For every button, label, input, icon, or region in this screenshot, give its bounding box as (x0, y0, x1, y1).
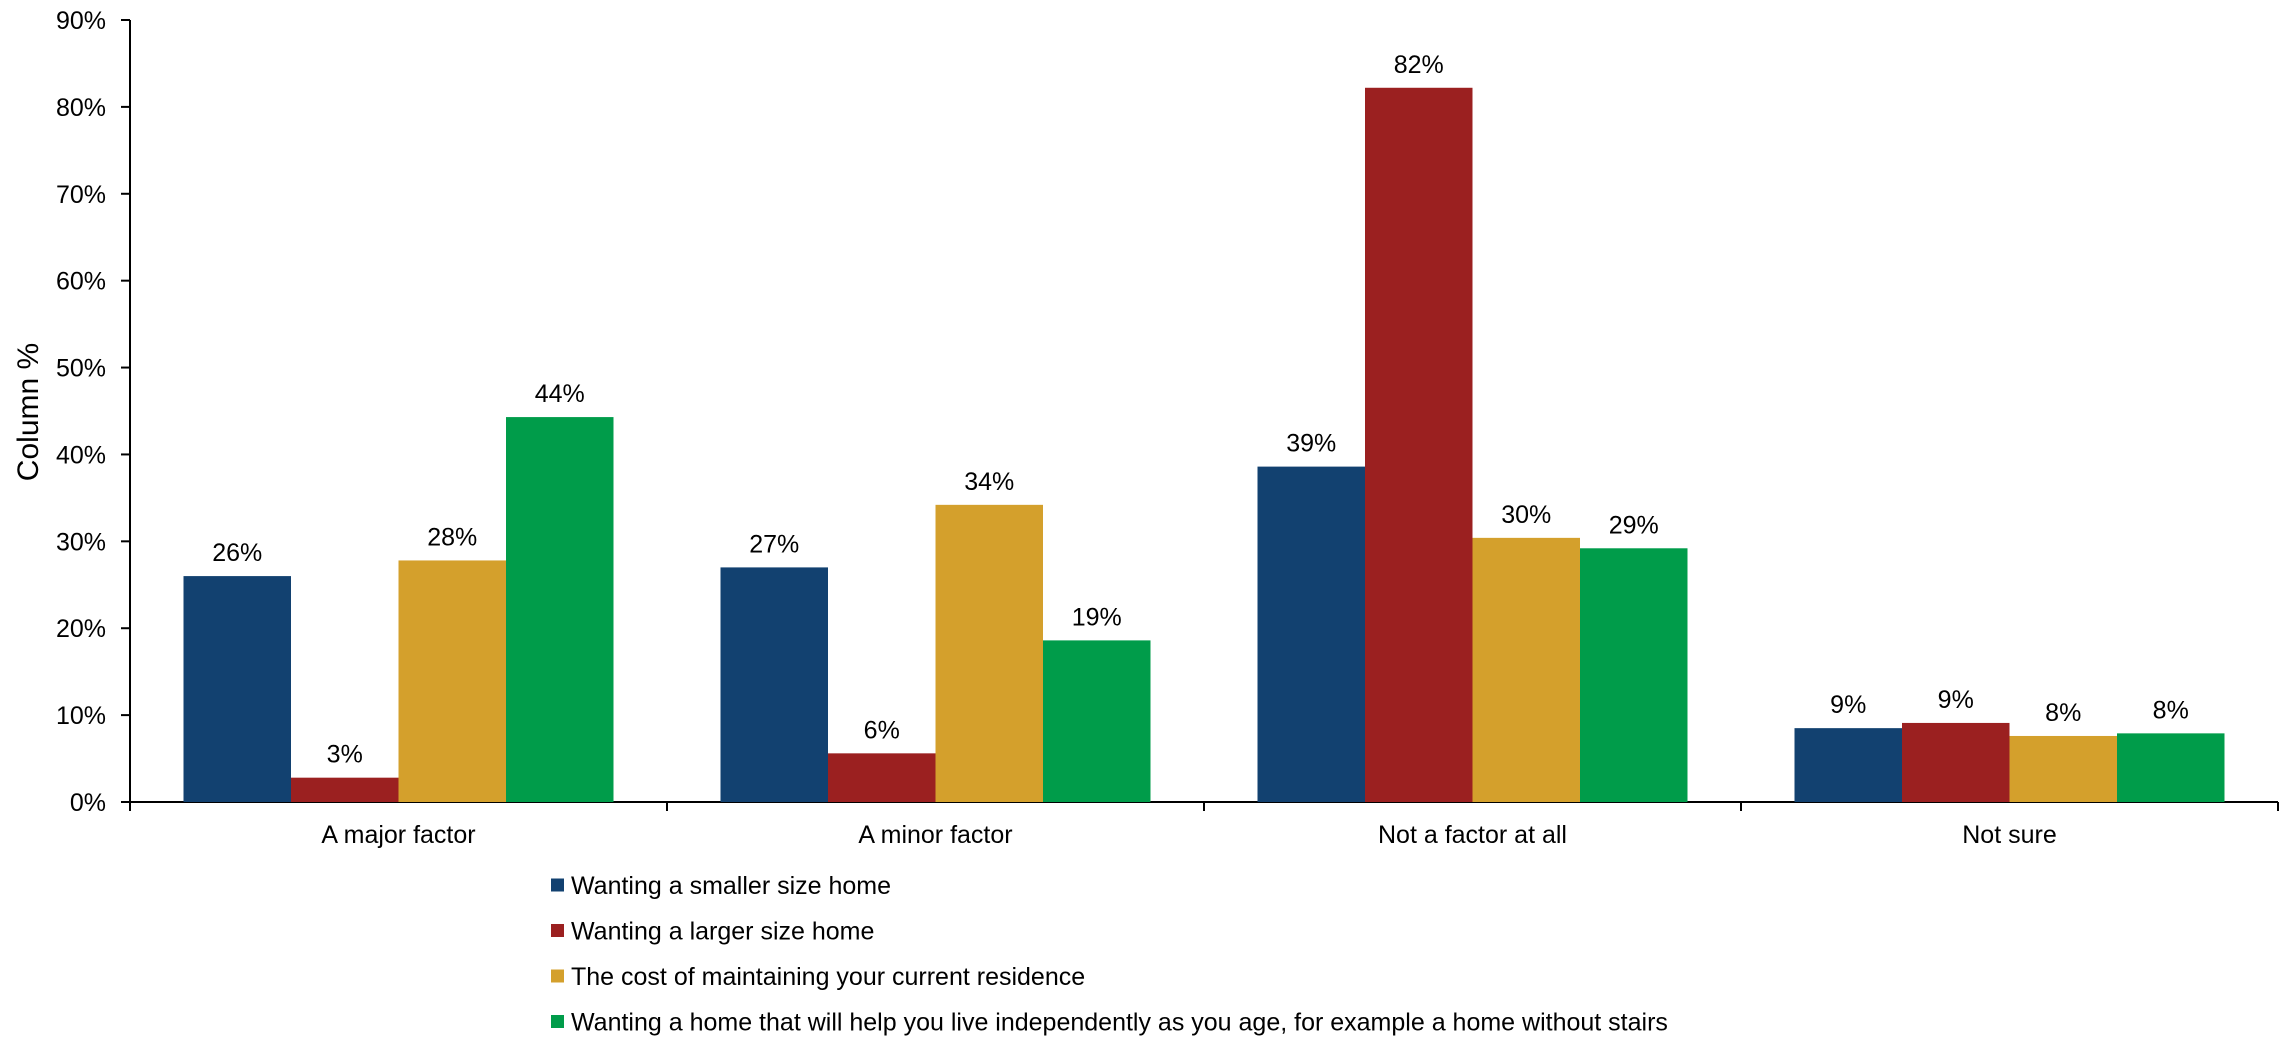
data-label: 39% (1286, 430, 1336, 458)
data-label: 27% (749, 530, 799, 558)
bar (1257, 466, 1365, 802)
legend-label: Wanting a smaller size home (571, 872, 891, 900)
legend: Wanting a smaller size home Wanting a lar… (551, 872, 1668, 1037)
bar (506, 417, 614, 802)
bars-group (183, 87, 2225, 803)
data-label: 26% (212, 539, 262, 567)
data-label: 30% (1501, 501, 1551, 529)
y-tick-label: 70% (56, 181, 106, 209)
y-tick-label: 30% (56, 528, 106, 556)
bar (1043, 640, 1151, 802)
legend-label: Wanting a home that will help you live i… (571, 1009, 1668, 1037)
legend-swatch (551, 1015, 564, 1028)
data-label: 28% (427, 523, 477, 551)
x-tick-label: A minor factor (858, 821, 1012, 849)
data-label: 19% (1072, 603, 1122, 631)
y-tick-label: 0% (70, 789, 106, 817)
data-label: 44% (535, 380, 585, 408)
bar (398, 560, 506, 802)
data-label: 34% (964, 468, 1014, 496)
bar (1902, 722, 2010, 802)
legend-swatch (551, 878, 564, 892)
data-labels-group: 26% 3% 28% 44% 27% 6% 34% 19% 39% 82% 30% 29% 9% 9% 8%… (212, 51, 2189, 769)
bar (2009, 735, 2117, 802)
data-label: 8% (2153, 696, 2189, 724)
y-tick-label: 20% (56, 615, 106, 643)
y-axis-title: Column % (12, 343, 45, 481)
y-tick-label: 10% (56, 702, 106, 730)
y-tick-label: 40% (56, 441, 106, 469)
legend-swatch (551, 969, 564, 983)
x-tick-label: A major factor (321, 821, 475, 849)
bar (2117, 733, 2225, 802)
data-label: 82% (1394, 51, 1444, 79)
data-label: 9% (1830, 691, 1866, 719)
bar (291, 777, 399, 802)
axes-group: 0% 10% 20% 30% 40% 50% 60% 70% 80% 90% A major fac… (56, 7, 2279, 849)
y-tick-label: 50% (56, 355, 106, 383)
bar (1365, 87, 1473, 803)
data-label: 29% (1609, 511, 1659, 539)
bar (828, 753, 936, 802)
bar (720, 567, 828, 802)
data-label: 6% (864, 716, 900, 744)
data-label: 9% (1938, 686, 1974, 714)
bar (1794, 728, 1902, 802)
x-tick-label: Not a factor at all (1378, 821, 1567, 849)
legend-label: The cost of maintaining your current res… (571, 963, 1085, 991)
data-label: 3% (327, 741, 363, 769)
bar (183, 576, 291, 802)
y-tick-label: 60% (56, 268, 106, 296)
y-tick-label: 80% (56, 94, 106, 122)
y-tick-label: 90% (56, 7, 106, 35)
bar (1580, 548, 1688, 802)
bar (1472, 537, 1580, 802)
bar (935, 504, 1043, 802)
legend-label: Wanting a larger size home (571, 918, 874, 946)
data-label: 8% (2045, 699, 2081, 727)
x-tick-label: Not sure (1962, 821, 2056, 849)
legend-swatch (551, 924, 564, 937)
